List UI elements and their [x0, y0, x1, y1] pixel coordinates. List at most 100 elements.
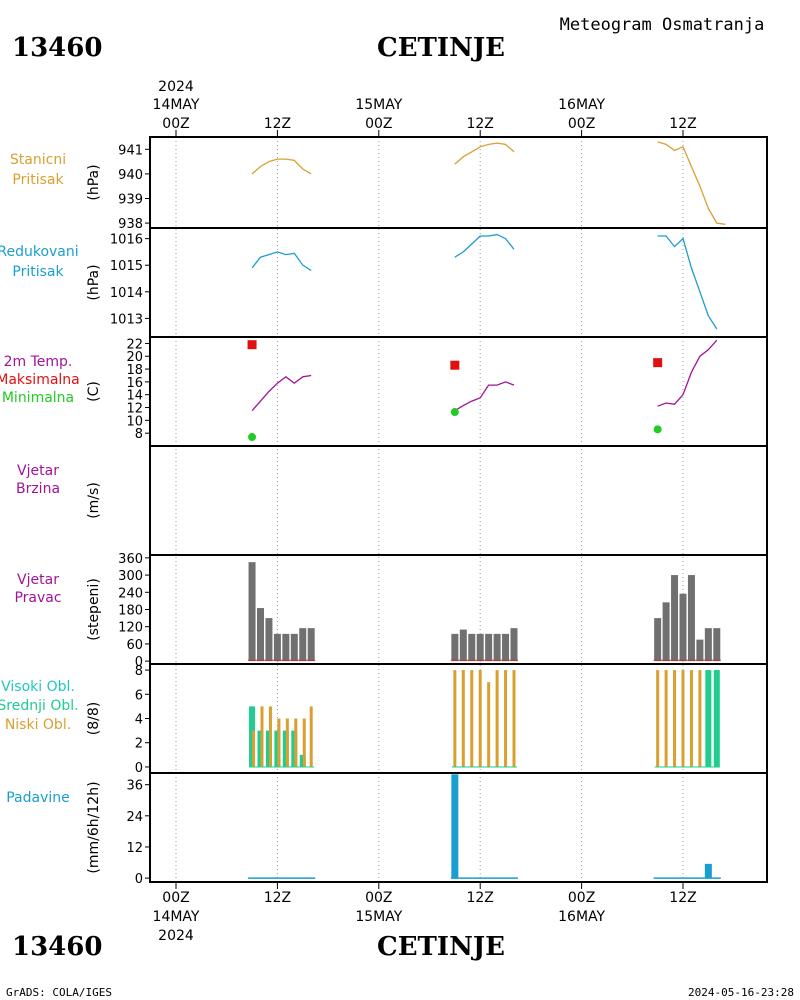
wind-dir-bar-17: [662, 602, 670, 662]
tmax-marker-0: [247, 340, 257, 350]
wind-dir-bar-16: [654, 618, 662, 662]
panel-label-wind_direction-0: Vjetar: [17, 572, 59, 588]
hour0-label-bottom-1: 00Z: [365, 890, 392, 906]
tmin-marker-0: [248, 433, 257, 442]
panel-label-precipitation-0: Padavine: [6, 790, 70, 806]
wind-dir-bar-4: [282, 633, 290, 662]
cloud-low-bar-16: [656, 670, 660, 767]
hour0-label-bottom-2: 00Z: [568, 890, 595, 906]
day-label-top-0: 14MAY: [153, 97, 200, 113]
cloud-low-bar-12: [487, 682, 491, 767]
unit-label-wind_direction: (stepeni): [86, 578, 102, 641]
day-label-top-2: 16MAY: [558, 97, 605, 113]
wind-dir-bar-13: [493, 633, 501, 662]
panel-label-clouds-2: Niski Obl.: [5, 717, 71, 733]
wind-dir-bar-9: [459, 629, 467, 662]
y-tick-label-clouds-4: 8: [135, 664, 143, 679]
hour12-label-bottom-2: 12Z: [669, 890, 696, 906]
y-tick-label-wind_direction-0: 0: [135, 655, 143, 670]
cloud-low-bar-3: [277, 718, 281, 767]
series-line-reduced_pressure-1: [454, 233, 515, 258]
y-tick-label-temperature-4: 16: [126, 376, 143, 391]
wind-dir-bar-11: [476, 633, 484, 662]
panel-label-temperature-1: Maksimalna: [0, 372, 80, 388]
cloud-low-bar-14: [504, 670, 508, 767]
y-tick-label-reduced_pressure-2: 1015: [110, 259, 143, 274]
unit-label-wind_speed: (m/s): [86, 482, 102, 519]
y-tick-label-precipitation-3: 36: [126, 779, 143, 794]
hour0-label-top-1: 00Z: [365, 116, 392, 132]
wind-dir-bar-23: [713, 628, 721, 662]
cloud-low-bar-15: [512, 670, 516, 767]
cloud-low-bar-2: [268, 706, 272, 767]
wind-dir-bar-20: [687, 575, 695, 662]
day-label-bottom-2: 16MAY: [558, 909, 605, 925]
precip-bar-0: [451, 774, 459, 879]
station-name-top: CETINJE: [377, 33, 505, 63]
tmin-marker-1: [450, 408, 459, 417]
y-tick-label-precipitation-0: 0: [135, 872, 143, 887]
panel-label-temperature-0: 2m Temp.: [4, 354, 73, 370]
panel-label-station_pressure-0: Stanicni: [10, 152, 66, 168]
y-tick-label-reduced_pressure-3: 1016: [110, 233, 143, 248]
series-line-temperature-0: [251, 374, 312, 412]
hour12-label-top-0: 12Z: [264, 116, 291, 132]
y-tick-label-temperature-0: 8: [135, 427, 143, 442]
panel-label-temperature-2: Minimalna: [2, 390, 74, 406]
y-tick-label-wind_direction-6: 360: [118, 552, 143, 567]
series-line-reduced_pressure-0: [251, 251, 312, 272]
panel-label-reduced_pressure-1: Pritisak: [12, 264, 64, 280]
wind-dir-bar-22: [704, 628, 712, 662]
hour12-label-bottom-1: 12Z: [466, 890, 493, 906]
cloud-low-bar-7: [309, 706, 313, 767]
hour0-label-bottom-0: 00Z: [162, 890, 189, 906]
y-tick-label-clouds-1: 2: [135, 737, 143, 752]
wind-dir-bar-8: [451, 633, 459, 662]
unit-label-temperature: (C): [86, 381, 102, 402]
meteogram-title: Meteogram Osmatranja: [560, 15, 765, 35]
station-name-bottom: CETINJE: [377, 932, 505, 962]
series-line-reduced_pressure-2: [657, 235, 718, 330]
cloud-low-bar-8: [453, 670, 457, 767]
hour12-label-top-2: 12Z: [669, 116, 696, 132]
tmin-marker-2: [653, 425, 662, 434]
series-line-station_pressure-0: [251, 158, 312, 175]
cloud-low-bar-21: [698, 670, 702, 767]
year-label-bottom: 2024: [158, 928, 194, 944]
wind-dir-bar-5: [290, 633, 298, 662]
cloud-low-bar-11: [478, 670, 482, 767]
tmax-marker-1: [450, 360, 460, 370]
wind-dir-bar-7: [307, 628, 315, 662]
cloud-low-bar-18: [673, 670, 677, 767]
y-tick-label-reduced_pressure-0: 1013: [110, 312, 143, 327]
y-tick-label-precipitation-1: 12: [126, 841, 143, 856]
wind-dir-bar-12: [485, 633, 493, 662]
wind-dir-bar-1: [257, 608, 264, 662]
y-tick-label-temperature-7: 22: [126, 337, 143, 352]
cloud-mid-bar-22: [705, 670, 712, 767]
wind-dir-bar-2: [265, 618, 273, 662]
panel-label-clouds-0: Visoki Obl.: [1, 679, 75, 695]
y-tick-label-station_pressure-3: 941: [118, 143, 143, 158]
y-tick-label-temperature-2: 12: [126, 402, 143, 417]
precip-bar-1: [704, 863, 712, 879]
footer-timestamp: 2024-05-16-23:28: [688, 986, 794, 999]
cloud-low-bar-10: [470, 670, 474, 767]
plot-frame: [149, 136, 768, 883]
y-tick-label-station_pressure-2: 940: [118, 168, 143, 183]
panel-label-wind_speed-0: Vjetar: [17, 463, 59, 479]
cloud-low-bar-9: [461, 670, 465, 767]
y-tick-label-temperature-3: 14: [126, 389, 143, 404]
day-label-bottom-0: 14MAY: [153, 909, 200, 925]
y-tick-label-wind_direction-4: 240: [118, 586, 143, 601]
wind-dir-bar-15: [510, 628, 518, 662]
cloud-low-bar-13: [495, 670, 499, 767]
cloud-low-bar-20: [689, 670, 693, 767]
series-line-temperature-1: [454, 381, 515, 412]
y-tick-label-clouds-2: 4: [135, 713, 143, 728]
cloud-low-bar-4: [285, 718, 289, 767]
cloud-low-bar-0: [252, 730, 256, 767]
